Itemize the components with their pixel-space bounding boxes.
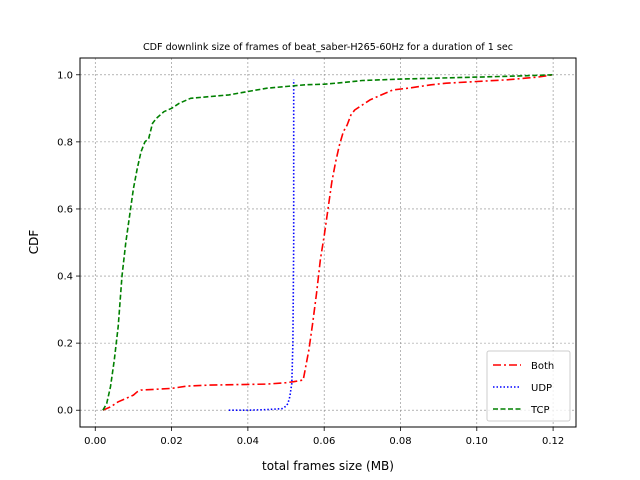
- x-axis-ticks: 0.00 0.02 0.04 0.06 0.08 0.10 0.12: [84, 427, 564, 447]
- x-tick-label: 0.06: [313, 436, 335, 447]
- x-tick-label: 0.08: [389, 436, 411, 447]
- x-tick-label: 0.10: [466, 436, 488, 447]
- x-tick-label: 0.04: [237, 436, 259, 447]
- y-tick-label: 1.0: [57, 70, 73, 81]
- legend-label-tcp: TCP: [530, 405, 550, 416]
- y-tick-label: 0.2: [57, 339, 73, 350]
- legend-label-both: Both: [531, 361, 554, 372]
- legend-box: [486, 350, 571, 422]
- y-axis-ticks: 0.0 0.2 0.4 0.6 0.8 1.0: [57, 70, 80, 417]
- x-tick-label: 0.00: [84, 436, 106, 447]
- grid: [80, 58, 576, 427]
- series-lines: [102, 74, 554, 412]
- legend: Both UDP TCP: [486, 350, 571, 422]
- x-axis-label: total frames size (MB): [262, 459, 394, 473]
- legend-label-udp: UDP: [531, 383, 552, 394]
- y-tick-label: 0.6: [57, 204, 73, 215]
- plot-area-frame: [79, 57, 577, 428]
- y-tick-label: 0.0: [57, 406, 73, 417]
- series-line-tcp: [102, 74, 554, 411]
- y-tick-label: 0.8: [57, 137, 73, 148]
- y-axis-label: CDF: [27, 230, 41, 255]
- series-line-both: [102, 74, 554, 411]
- x-tick-label: 0.02: [160, 436, 182, 447]
- y-tick-label: 0.4: [57, 272, 73, 283]
- series-line-udp: [228, 79, 295, 412]
- chart-title: CDF downlink size of frames of beat_sabe…: [143, 42, 513, 53]
- x-tick-label: 0.12: [542, 436, 564, 447]
